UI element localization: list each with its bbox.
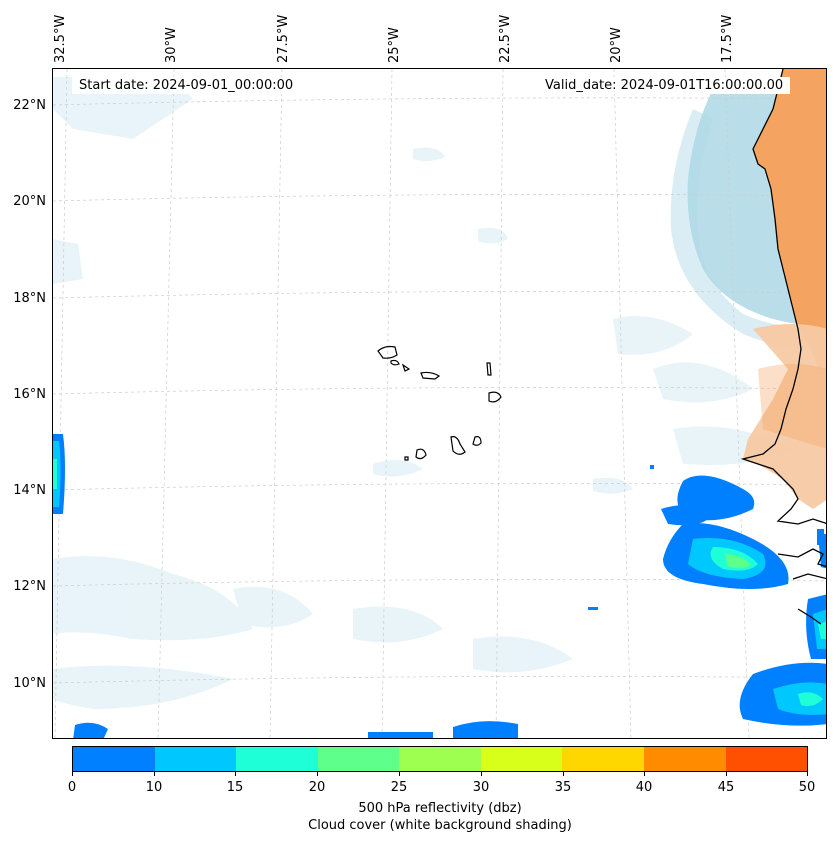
lon-label-17-5w: 17.5°W bbox=[720, 14, 735, 63]
colorbar-tick bbox=[235, 772, 236, 776]
colorbar-tick bbox=[726, 772, 727, 776]
colorbar-label-0: 0 bbox=[67, 780, 77, 795]
lat-label-12n: 12°N bbox=[13, 579, 46, 594]
lat-label-16n: 16°N bbox=[13, 387, 46, 402]
colorbar-tick bbox=[807, 772, 808, 776]
map-panel bbox=[52, 68, 827, 739]
colorbar-label-35: 35 bbox=[554, 780, 572, 795]
colorbar-tick bbox=[72, 772, 73, 776]
lon-label-27-5w: 27.5°W bbox=[276, 14, 291, 63]
colorbar-segment bbox=[154, 747, 237, 771]
colorbar-title: 500 hPa reflectivity (dbz) bbox=[358, 801, 522, 816]
lon-label-25w: 25°W bbox=[387, 27, 402, 63]
colorbar-segment bbox=[725, 747, 808, 771]
colorbar-tick bbox=[399, 772, 400, 776]
colorbar-label-25: 25 bbox=[390, 780, 408, 795]
colorbar-segment bbox=[643, 747, 726, 771]
colorbar-subtitle: Cloud cover (white background shading) bbox=[308, 818, 572, 833]
lat-label-20n: 20°N bbox=[13, 194, 46, 209]
colorbar-label-15: 15 bbox=[226, 780, 244, 795]
valid-date-label: Valid_date: 2024-09-01T16:00:00.00 bbox=[538, 77, 791, 94]
lat-label-22n: 22°N bbox=[13, 98, 46, 113]
colorbar-segment bbox=[562, 747, 644, 771]
colorbar-label-20: 20 bbox=[308, 780, 326, 795]
colorbar-label-40: 40 bbox=[635, 780, 653, 795]
lon-label-30w: 30°W bbox=[164, 27, 179, 63]
coastline bbox=[740, 69, 826, 625]
colorbar-label-30: 30 bbox=[472, 780, 490, 795]
gridlines bbox=[53, 69, 826, 738]
colorbar-tick bbox=[317, 772, 318, 776]
colorbar-tick bbox=[481, 772, 482, 776]
colorbar-segment bbox=[236, 747, 318, 771]
colorbar-segment bbox=[73, 747, 155, 771]
colorbar-tick bbox=[644, 772, 645, 776]
lat-label-18n: 18°N bbox=[13, 291, 46, 306]
colorbar-label-50: 50 bbox=[798, 780, 816, 795]
lon-label-22-5w: 22.5°W bbox=[498, 14, 513, 63]
colorbar-segment bbox=[399, 747, 481, 771]
colorbar-label-45: 45 bbox=[717, 780, 735, 795]
colorbar-segment bbox=[317, 747, 400, 771]
colorbar-tick bbox=[154, 772, 155, 776]
lat-label-14n: 14°N bbox=[13, 483, 46, 498]
lat-label-10n: 10°N bbox=[13, 676, 46, 691]
colorbar-label-10: 10 bbox=[145, 780, 163, 795]
map-canvas bbox=[53, 69, 826, 738]
cape-verde-islands bbox=[377, 345, 502, 461]
start-date-label: Start date: 2024-09-01_00:00:00 bbox=[72, 77, 301, 94]
colorbar bbox=[72, 746, 808, 772]
colorbar-tick bbox=[563, 772, 564, 776]
lon-label-32-5w: 32.5°W bbox=[53, 14, 68, 63]
lon-label-20w: 20°W bbox=[609, 27, 624, 63]
reflectivity-cells bbox=[53, 434, 826, 738]
colorbar-segment bbox=[480, 747, 563, 771]
